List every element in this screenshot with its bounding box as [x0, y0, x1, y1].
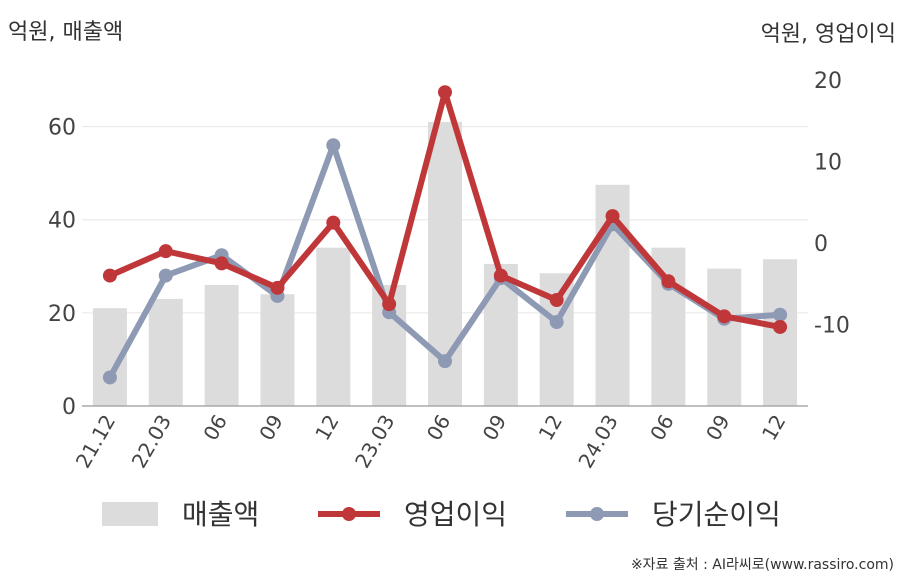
x-tick-label: 09 — [478, 411, 512, 445]
point-영업이익 — [549, 293, 564, 308]
x-tick-label: 24.03 — [573, 411, 622, 473]
x-tick-label: 06 — [645, 411, 679, 445]
point-영업이익 — [382, 297, 397, 312]
point-영업이익 — [326, 215, 341, 230]
x-tick-label: 12 — [534, 411, 568, 445]
point-당기순이익 — [438, 354, 452, 369]
x-tick-label: 12 — [757, 411, 791, 445]
bar-매출액 — [148, 298, 183, 406]
left-tick-label: 60 — [48, 116, 76, 141]
left-tick-label: 0 — [62, 395, 76, 420]
bar-매출액 — [707, 268, 742, 406]
x-tick-label: 21.12 — [71, 411, 120, 473]
point-영업이익 — [438, 85, 452, 100]
left-tick-label: 40 — [48, 209, 76, 234]
point-영업이익 — [605, 209, 620, 224]
point-영업이익 — [158, 244, 173, 259]
legend-label: 당기순이익 — [652, 498, 781, 531]
x-tick-label: 09 — [701, 411, 735, 445]
legend-swatch-매출액 — [102, 502, 158, 526]
point-당기순이익 — [549, 315, 564, 330]
point-당기순이익 — [102, 370, 117, 385]
bar-매출액 — [260, 294, 295, 406]
right-tick-label: 20 — [814, 69, 842, 94]
bar-매출액 — [204, 284, 239, 406]
legend-label: 매출액 — [182, 498, 259, 531]
right-tick-label: 0 — [814, 232, 828, 257]
point-영업이익 — [661, 274, 676, 289]
point-당기순이익 — [158, 268, 173, 283]
right-tick-label: -10 — [814, 314, 850, 339]
legend-marker-영업이익 — [342, 507, 356, 521]
x-tick-label: 12 — [310, 411, 344, 445]
x-tick-label: 23.03 — [350, 411, 399, 473]
point-영업이익 — [214, 256, 229, 271]
point-영업이익 — [270, 280, 285, 295]
right-axis-unit: 억원, 영업이익 — [760, 22, 896, 47]
point-당기순이익 — [773, 307, 788, 322]
x-tick-label: 06 — [422, 411, 456, 445]
x-tick-label: 22.03 — [127, 411, 176, 473]
point-영업이익 — [493, 268, 508, 283]
x-tick-label: 06 — [198, 411, 232, 445]
source-credit: ※자료 출처 : AI라씨로(www.rassiro.com) — [630, 557, 894, 573]
legend-label: 영업이익 — [404, 498, 507, 531]
bar-매출액 — [316, 247, 351, 406]
point-영업이익 — [717, 309, 732, 324]
point-영업이익 — [102, 268, 117, 283]
right-tick-label: 10 — [814, 151, 842, 176]
point-영업이익 — [773, 319, 788, 334]
legend-marker-당기순이익 — [590, 507, 604, 521]
left-axis-unit: 억원, 매출액 — [8, 20, 124, 45]
point-당기순이익 — [326, 138, 341, 153]
x-tick-label: 09 — [254, 411, 288, 445]
left-tick-label: 20 — [48, 302, 76, 327]
